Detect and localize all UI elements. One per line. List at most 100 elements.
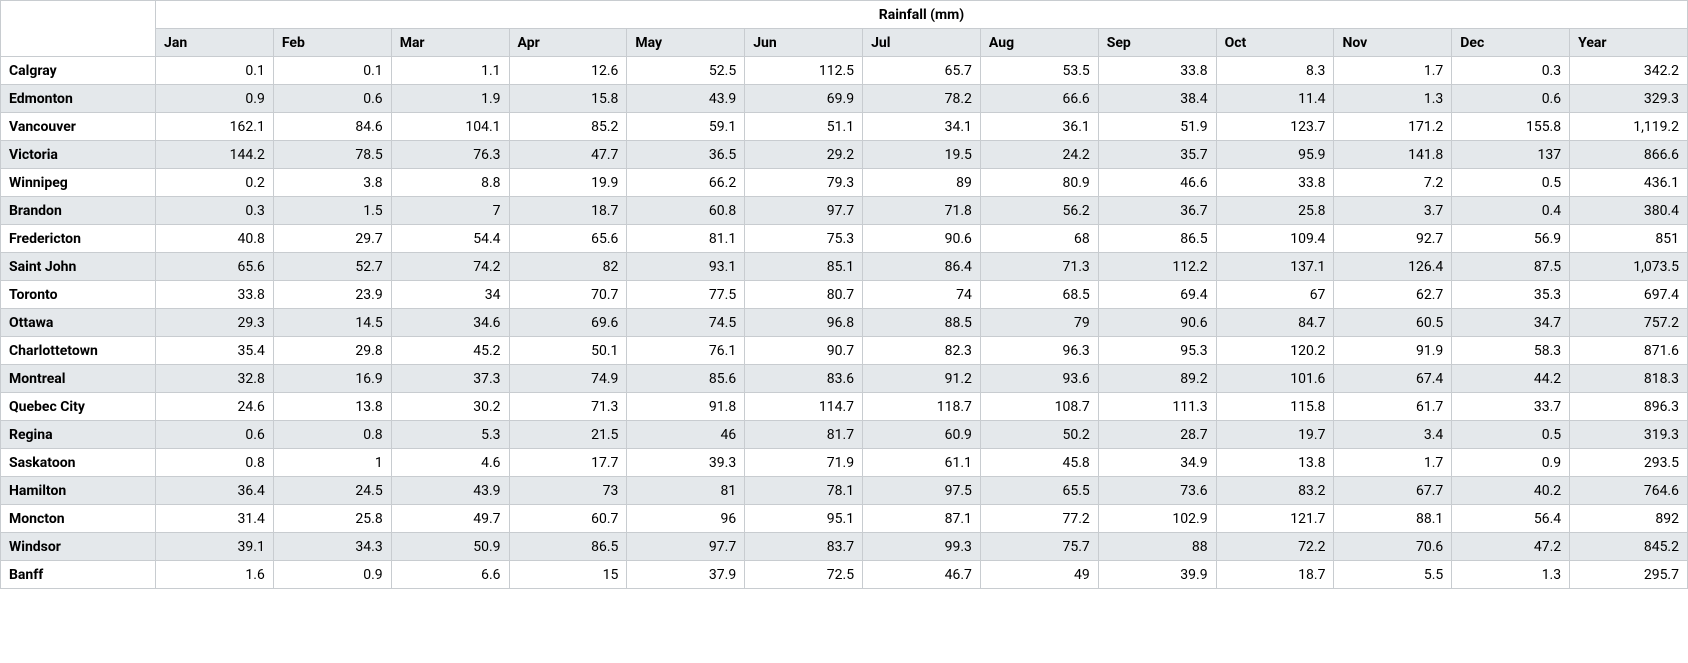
data-cell: 137: [1452, 141, 1570, 169]
data-cell: 61.7: [1334, 393, 1452, 421]
data-cell: 5.5: [1334, 561, 1452, 589]
data-cell: 43.9: [627, 85, 745, 113]
data-cell: 68.5: [980, 281, 1098, 309]
row-header: Hamilton: [1, 477, 156, 505]
data-cell: 1,073.5: [1570, 253, 1688, 281]
data-cell: 1: [273, 449, 391, 477]
data-cell: 77.2: [980, 505, 1098, 533]
data-cell: 697.4: [1570, 281, 1688, 309]
data-cell: 74: [863, 281, 981, 309]
data-cell: 155.8: [1452, 113, 1570, 141]
data-cell: 87.5: [1452, 253, 1570, 281]
data-cell: 108.7: [980, 393, 1098, 421]
data-cell: 87.1: [863, 505, 981, 533]
table-row: Regina0.60.85.321.54681.760.950.228.719.…: [1, 421, 1688, 449]
data-cell: 0.3: [156, 197, 274, 225]
data-cell: 85.6: [627, 365, 745, 393]
data-cell: 96.3: [980, 337, 1098, 365]
data-cell: 0.2: [156, 169, 274, 197]
table-row: Winnipeg0.23.88.819.966.279.38980.946.63…: [1, 169, 1688, 197]
data-cell: 78.2: [863, 85, 981, 113]
data-cell: 86.5: [1098, 225, 1216, 253]
column-header: Jan: [156, 29, 274, 57]
data-cell: 60.7: [509, 505, 627, 533]
data-cell: 46: [627, 421, 745, 449]
data-cell: 49.7: [391, 505, 509, 533]
data-cell: 112.5: [745, 57, 863, 85]
data-cell: 40.2: [1452, 477, 1570, 505]
data-cell: 24.5: [273, 477, 391, 505]
table-row: Saskatoon0.814.617.739.371.961.145.834.9…: [1, 449, 1688, 477]
data-cell: 67.4: [1334, 365, 1452, 393]
data-cell: 66.6: [980, 85, 1098, 113]
data-cell: 126.4: [1334, 253, 1452, 281]
column-header: Sep: [1098, 29, 1216, 57]
data-cell: 65.6: [509, 225, 627, 253]
data-cell: 85.2: [509, 113, 627, 141]
data-cell: 35.3: [1452, 281, 1570, 309]
data-cell: 0.9: [1452, 449, 1570, 477]
data-cell: 871.6: [1570, 337, 1688, 365]
data-cell: 99.3: [863, 533, 981, 561]
data-cell: 7: [391, 197, 509, 225]
row-header: Regina: [1, 421, 156, 449]
data-cell: 34.6: [391, 309, 509, 337]
data-cell: 71.8: [863, 197, 981, 225]
row-header: Edmonton: [1, 85, 156, 113]
data-cell: 71.3: [980, 253, 1098, 281]
data-cell: 12.6: [509, 57, 627, 85]
data-cell: 49: [980, 561, 1098, 589]
data-cell: 76.1: [627, 337, 745, 365]
data-cell: 137.1: [1216, 253, 1334, 281]
data-cell: 83.6: [745, 365, 863, 393]
data-cell: 7.2: [1334, 169, 1452, 197]
data-cell: 0.3: [1452, 57, 1570, 85]
data-cell: 76.3: [391, 141, 509, 169]
data-cell: 91.2: [863, 365, 981, 393]
data-cell: 0.9: [273, 561, 391, 589]
data-cell: 31.4: [156, 505, 274, 533]
table-row: Saint John65.652.774.28293.185.186.471.3…: [1, 253, 1688, 281]
data-cell: 109.4: [1216, 225, 1334, 253]
table-row: Ottawa29.314.534.669.674.596.888.57990.6…: [1, 309, 1688, 337]
data-cell: 88.1: [1334, 505, 1452, 533]
data-cell: 56.4: [1452, 505, 1570, 533]
data-cell: 89.2: [1098, 365, 1216, 393]
data-cell: 102.9: [1098, 505, 1216, 533]
data-cell: 82.3: [863, 337, 981, 365]
data-cell: 319.3: [1570, 421, 1688, 449]
table-row: Victoria144.278.576.347.736.529.219.524.…: [1, 141, 1688, 169]
data-cell: 16.9: [273, 365, 391, 393]
data-cell: 896.3: [1570, 393, 1688, 421]
row-header: Fredericton: [1, 225, 156, 253]
data-cell: 60.5: [1334, 309, 1452, 337]
data-cell: 37.3: [391, 365, 509, 393]
data-cell: 36.5: [627, 141, 745, 169]
table-header: Rainfall (mm) JanFebMarAprMayJunJulAugSe…: [1, 1, 1688, 57]
data-cell: 3.4: [1334, 421, 1452, 449]
data-cell: 14.5: [273, 309, 391, 337]
data-cell: 69.6: [509, 309, 627, 337]
data-cell: 0.6: [1452, 85, 1570, 113]
data-cell: 29.3: [156, 309, 274, 337]
data-cell: 845.2: [1570, 533, 1688, 561]
table-row: Montreal32.816.937.374.985.683.691.293.6…: [1, 365, 1688, 393]
data-cell: 295.7: [1570, 561, 1688, 589]
data-cell: 144.2: [156, 141, 274, 169]
data-cell: 13.8: [1216, 449, 1334, 477]
data-cell: 141.8: [1334, 141, 1452, 169]
column-header: Dec: [1452, 29, 1570, 57]
data-cell: 73.6: [1098, 477, 1216, 505]
data-cell: 75.7: [980, 533, 1098, 561]
data-cell: 81: [627, 477, 745, 505]
data-cell: 44.2: [1452, 365, 1570, 393]
data-cell: 114.7: [745, 393, 863, 421]
data-cell: 17.7: [509, 449, 627, 477]
data-cell: 71.9: [745, 449, 863, 477]
table-row: Edmonton0.90.61.915.843.969.978.266.638.…: [1, 85, 1688, 113]
data-cell: 104.1: [391, 113, 509, 141]
data-cell: 77.5: [627, 281, 745, 309]
column-header: May: [627, 29, 745, 57]
data-cell: 18.7: [509, 197, 627, 225]
data-cell: 34: [391, 281, 509, 309]
